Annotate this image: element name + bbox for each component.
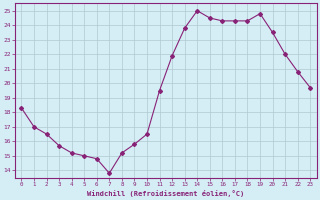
X-axis label: Windchill (Refroidissement éolien,°C): Windchill (Refroidissement éolien,°C): [87, 190, 244, 197]
